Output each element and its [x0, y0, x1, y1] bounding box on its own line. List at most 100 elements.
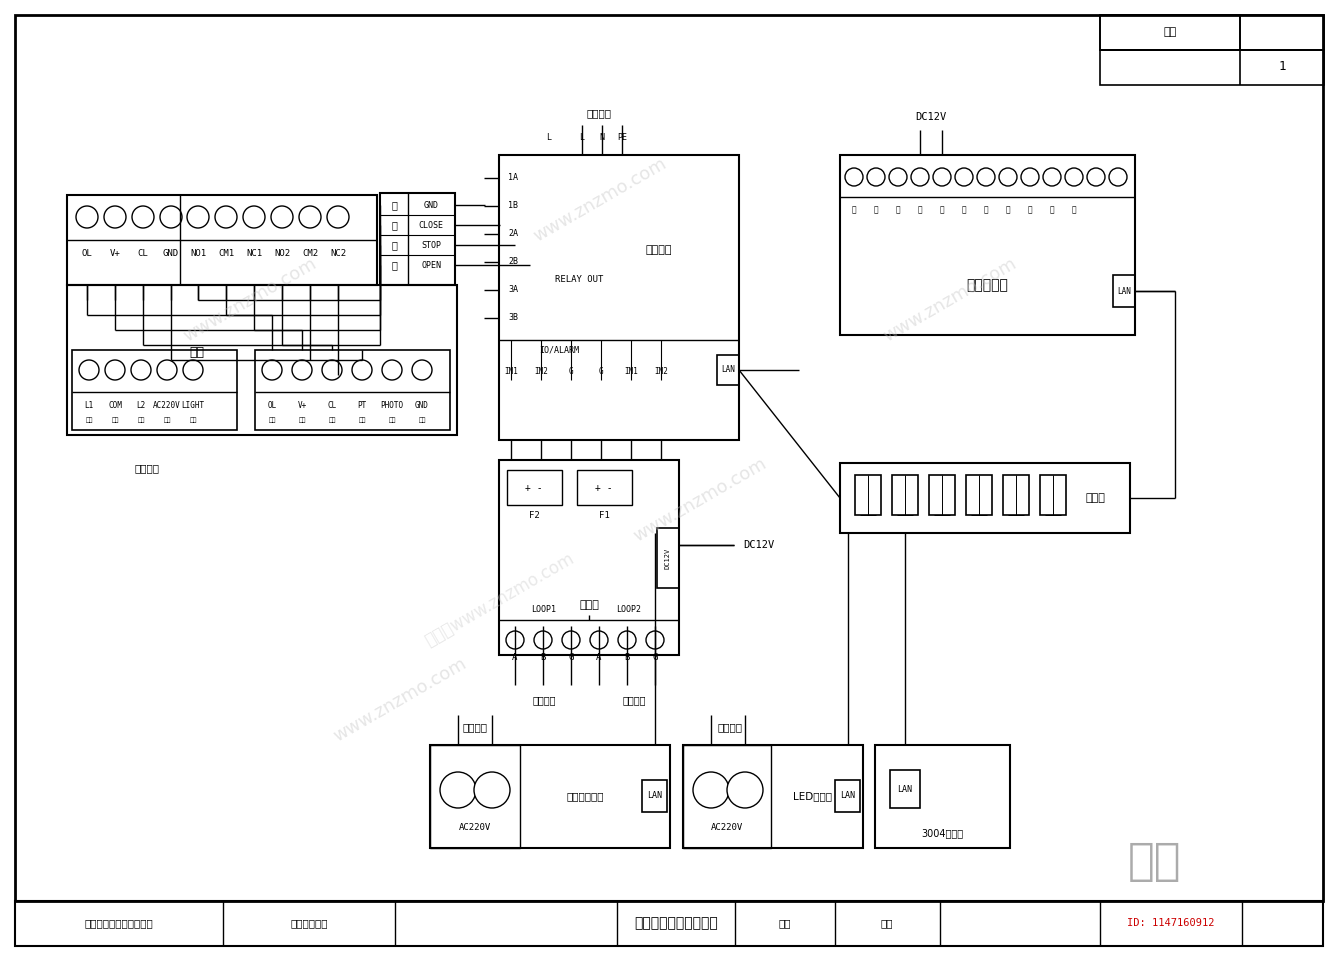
- Text: ID: 1147160912: ID: 1147160912: [1127, 918, 1215, 928]
- Text: 工程项目名称: 工程项目名称: [290, 918, 328, 928]
- Text: 脑机: 脑机: [111, 417, 119, 423]
- Text: COM: COM: [108, 402, 122, 410]
- Circle shape: [412, 360, 432, 380]
- Text: A: A: [512, 653, 518, 662]
- Text: 黑: 黑: [874, 206, 878, 214]
- Bar: [840, 155, 1135, 335]
- Circle shape: [131, 360, 151, 380]
- Text: GND: GND: [163, 249, 179, 258]
- Bar: [1100, 15, 1325, 50]
- Text: L: L: [546, 133, 551, 141]
- Circle shape: [104, 360, 124, 380]
- Text: CL: CL: [138, 249, 149, 258]
- Text: GND: GND: [415, 402, 429, 410]
- Circle shape: [999, 168, 1017, 186]
- Bar: [642, 780, 668, 812]
- Text: LOOP1: LOOP1: [531, 605, 557, 614]
- Circle shape: [1086, 168, 1105, 186]
- Text: STOP: STOP: [421, 240, 442, 250]
- Text: PHOTO: PHOTO: [380, 402, 404, 410]
- Circle shape: [955, 168, 973, 186]
- Bar: [67, 285, 458, 435]
- Text: www.znzmo.com: www.znzmo.com: [630, 455, 769, 546]
- Circle shape: [383, 360, 401, 380]
- Circle shape: [183, 360, 203, 380]
- Text: LAN: LAN: [840, 792, 855, 801]
- Text: IN1: IN1: [504, 367, 518, 377]
- Circle shape: [157, 360, 177, 380]
- Circle shape: [352, 360, 372, 380]
- Text: 火线零线: 火线零线: [717, 722, 743, 732]
- Text: 火线零线: 火线零线: [463, 722, 487, 732]
- Text: A: A: [597, 653, 602, 662]
- Circle shape: [440, 772, 476, 808]
- Text: DC12V: DC12V: [915, 112, 946, 122]
- Text: CM1: CM1: [218, 249, 234, 258]
- Text: 紫: 紫: [1072, 206, 1076, 214]
- Circle shape: [933, 168, 951, 186]
- Text: + -: + -: [526, 483, 543, 493]
- Text: 设计单位或集成单位名称: 设计单位或集成单位名称: [84, 918, 154, 928]
- Text: L1: L1: [84, 402, 94, 410]
- Text: NC2: NC2: [330, 249, 347, 258]
- Bar: [507, 470, 562, 505]
- Text: F2: F2: [529, 510, 539, 520]
- Text: B: B: [625, 653, 630, 662]
- Bar: [717, 355, 739, 385]
- Bar: [840, 463, 1131, 533]
- Bar: [499, 155, 739, 440]
- Text: 标线: 标线: [163, 417, 171, 423]
- Text: 火线零线: 火线零线: [135, 463, 159, 473]
- Text: OL: OL: [82, 249, 92, 258]
- Text: OL: OL: [268, 402, 277, 410]
- Text: IO/ALARM: IO/ALARM: [539, 346, 579, 355]
- Text: IN2: IN2: [654, 367, 668, 377]
- Bar: [657, 528, 678, 588]
- Text: IN1: IN1: [624, 367, 638, 377]
- Bar: [1004, 475, 1029, 515]
- Text: 棕: 棕: [939, 206, 945, 214]
- Text: www.znzmo.com: www.znzmo.com: [880, 255, 1020, 346]
- Text: G: G: [653, 653, 658, 662]
- Bar: [1100, 50, 1325, 85]
- Text: 3A: 3A: [508, 285, 518, 294]
- Bar: [1100, 15, 1240, 50]
- Text: 红: 红: [852, 206, 856, 214]
- Text: 知末: 知末: [1128, 841, 1181, 883]
- Bar: [1040, 475, 1066, 515]
- Bar: [890, 770, 921, 808]
- Circle shape: [867, 168, 884, 186]
- Text: 关: 关: [391, 220, 397, 230]
- Text: B: B: [541, 653, 546, 662]
- Bar: [1113, 275, 1135, 307]
- Bar: [577, 470, 632, 505]
- Circle shape: [1109, 168, 1127, 186]
- Circle shape: [534, 631, 553, 649]
- Text: 1B: 1B: [508, 202, 518, 210]
- Bar: [499, 460, 678, 655]
- Text: 停: 停: [391, 240, 397, 250]
- Text: 白: 白: [983, 206, 989, 214]
- Text: L2: L2: [136, 402, 146, 410]
- Text: 棕: 棕: [1050, 206, 1054, 214]
- Bar: [682, 745, 863, 848]
- Text: www.znzmo.com: www.znzmo.com: [330, 654, 470, 746]
- Bar: [855, 475, 880, 515]
- Text: LED显示屏: LED显示屏: [793, 791, 832, 801]
- Bar: [929, 475, 955, 515]
- Text: NO2: NO2: [274, 249, 290, 258]
- Circle shape: [76, 206, 98, 228]
- Circle shape: [215, 206, 237, 228]
- Text: 电机: 电机: [86, 417, 92, 423]
- Circle shape: [161, 206, 182, 228]
- Text: CL: CL: [328, 402, 337, 410]
- Circle shape: [618, 631, 636, 649]
- Text: 位共: 位共: [298, 417, 306, 423]
- Circle shape: [1021, 168, 1040, 186]
- Text: 开: 开: [391, 260, 397, 270]
- Text: F1: F1: [598, 510, 609, 520]
- Text: 地端: 地端: [419, 417, 425, 423]
- Text: CM2: CM2: [302, 249, 318, 258]
- Text: 零线: 零线: [189, 417, 197, 423]
- Circle shape: [1044, 168, 1061, 186]
